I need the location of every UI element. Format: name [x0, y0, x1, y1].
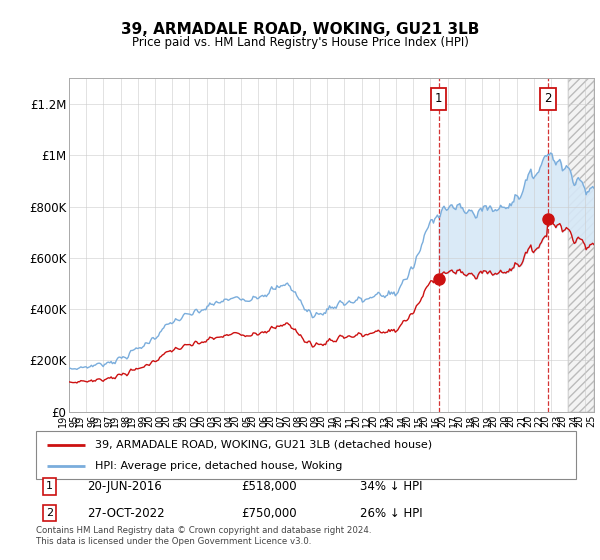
Text: £518,000: £518,000	[241, 480, 297, 493]
Text: 26% ↓ HPI: 26% ↓ HPI	[360, 507, 422, 520]
Text: 1: 1	[435, 92, 442, 105]
Text: Contains HM Land Registry data © Crown copyright and database right 2024.
This d: Contains HM Land Registry data © Crown c…	[36, 526, 371, 546]
Text: 39, ARMADALE ROAD, WOKING, GU21 3LB (detached house): 39, ARMADALE ROAD, WOKING, GU21 3LB (det…	[95, 440, 433, 450]
Text: 27-OCT-2022: 27-OCT-2022	[88, 507, 165, 520]
Bar	[568, 78, 594, 412]
Text: 34% ↓ HPI: 34% ↓ HPI	[360, 480, 422, 493]
Text: £750,000: £750,000	[241, 507, 297, 520]
Text: 2: 2	[46, 508, 53, 518]
Text: 39, ARMADALE ROAD, WOKING, GU21 3LB: 39, ARMADALE ROAD, WOKING, GU21 3LB	[121, 22, 479, 38]
Text: 2: 2	[544, 92, 551, 105]
Text: Price paid vs. HM Land Registry's House Price Index (HPI): Price paid vs. HM Land Registry's House …	[131, 36, 469, 49]
FancyBboxPatch shape	[36, 431, 576, 479]
Text: HPI: Average price, detached house, Woking: HPI: Average price, detached house, Woki…	[95, 461, 343, 472]
Bar	[568, 78, 594, 412]
Text: 1: 1	[46, 482, 53, 492]
Text: 20-JUN-2016: 20-JUN-2016	[88, 480, 162, 493]
